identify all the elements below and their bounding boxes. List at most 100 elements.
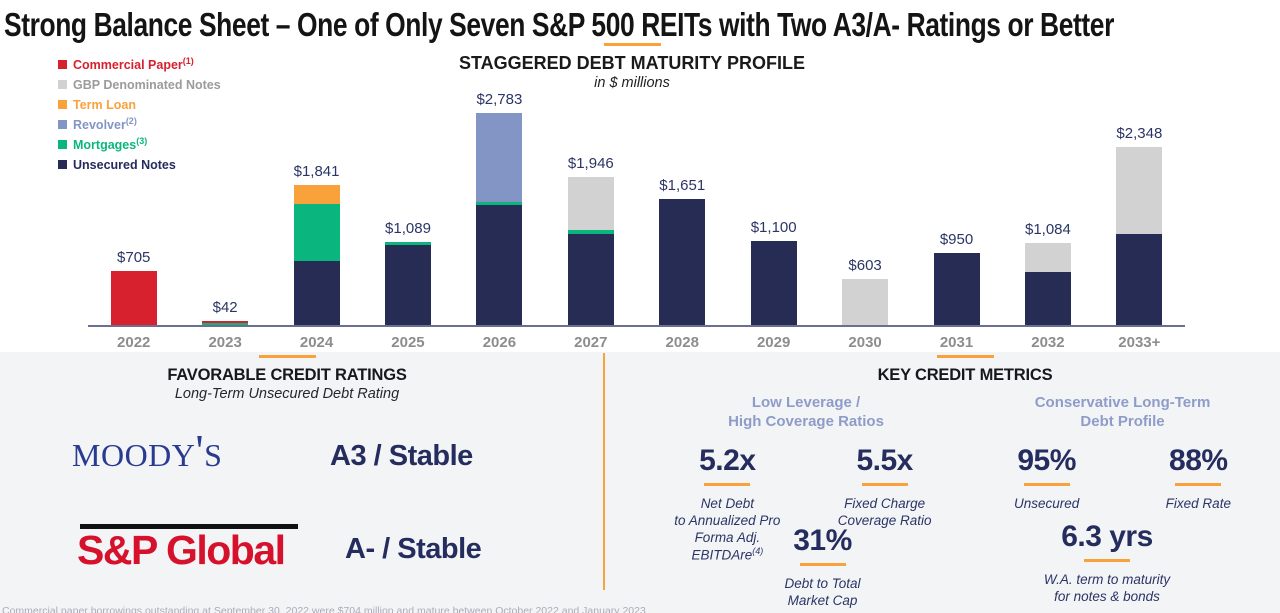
mortgages-swatch-icon (58, 140, 67, 149)
metrics-group-leverage: Low Leverage / High Coverage Ratios 5.2x N… (645, 394, 967, 564)
bar-segment-revolver (476, 113, 523, 202)
bar-column-2022: $705 (88, 113, 179, 325)
bar-value-label: $950 (939, 231, 974, 248)
metrics-accent (937, 355, 994, 358)
bar-segment-unsecured_notes (659, 199, 706, 325)
bar-stack (1024, 243, 1071, 325)
x-axis-label-2022: 2022 (117, 334, 151, 351)
metric-underline (1023, 482, 1070, 486)
bar-column-2032: $1,084 (1002, 113, 1093, 325)
bar-value-label: $705 (117, 249, 151, 266)
slide-title: Strong Balance Sheet – One of Only Seven… (4, 6, 1114, 43)
bar-column-2023: $42 (179, 113, 270, 325)
chart-legend: Commercial Paper(1) GBP Denominated Notes… (58, 56, 221, 178)
metric-underline (861, 482, 908, 486)
legend-label: Revolver(2) (73, 116, 137, 133)
bar-value-label: $42 (212, 299, 238, 316)
x-axis-labels: 2022 2023 2024 2025 2026 2027 2028 2029 2030 2031… (88, 334, 1185, 351)
bar-segment-term_loan (293, 185, 340, 204)
metric-caption: Fixed Charge Coverage Ratio (837, 495, 932, 528)
bar-segment-unsecured_notes (750, 241, 797, 325)
bar-segment-unsecured_notes (567, 234, 614, 325)
bar-value-label: $603 (848, 257, 882, 274)
bar-value-label: $1,946 (567, 155, 614, 172)
x-axis-label-2023: 2023 (208, 334, 242, 351)
metric-block: 5.2x Net Debt to Annualized Pro Forma Adj… (652, 444, 802, 565)
chart-subtitle: in $ millions (594, 75, 670, 91)
bar-value-label: $2,348 (1116, 125, 1163, 142)
metrics-title: KEY CREDIT METRICS (877, 366, 1053, 384)
section-divider (603, 353, 605, 590)
bar-segment-mortgages (567, 230, 614, 234)
bar-stack (659, 199, 706, 325)
x-axis-label-2030: 2030 (848, 334, 882, 351)
bar-segment-unsecured_notes (933, 253, 980, 325)
bar-column-2025: $1,089 (362, 113, 453, 325)
legend-item: Unsecured Notes (58, 157, 221, 172)
legend-item: Revolver(2) (58, 116, 221, 133)
x-axis-label-2031: 2031 (939, 334, 974, 351)
bar-stack (567, 177, 614, 325)
bar-chart: $705 $42 $1,841 $1,089 $2,783 $1,946 $1,651 $1,… (88, 91, 1185, 325)
x-axis-line (88, 325, 1185, 327)
metric-underline (1175, 482, 1222, 486)
bar-column-2031: $950 (911, 113, 1002, 325)
bar-stack (750, 241, 797, 325)
superscript-note: (2) (125, 116, 137, 127)
bar-segment-gbp_notes (842, 279, 889, 325)
footnote: Commercial paper borrowings outstanding … (2, 605, 646, 613)
legend-label: Unsecured Notes (73, 157, 176, 172)
metric-pair: 95% Unsecured 88% Fixed Rate (970, 444, 1275, 512)
bar-segment-unsecured_notes (384, 245, 431, 325)
bar-column-2027: $1,946 (545, 113, 636, 325)
bar-stack (476, 113, 523, 325)
bar-segment-mortgages (293, 204, 340, 261)
metric-caption: Fixed Rate (1165, 495, 1231, 511)
bar-segment-commercial_paper (202, 321, 249, 323)
metric-caption: W.A. term to maturity for notes & bonds (1043, 572, 1171, 605)
legend-item: Term Loan (58, 98, 221, 112)
bar-segment-commercial_paper (110, 271, 157, 325)
bar-column-2028: $1,651 (637, 113, 728, 325)
x-axis-label-2027: 2027 (574, 334, 608, 351)
metric-caption: Debt to Total Market Cap (784, 576, 861, 609)
bar-segment-unsecured_notes (293, 261, 340, 325)
metric-caption: Net Debt to Annualized Pro Forma Adj. EB… (674, 495, 781, 563)
bar-segment-mortgages (384, 242, 431, 245)
x-axis-label-2028: 2028 (665, 334, 699, 351)
metric-pair: 5.2x Net Debt to Annualized Pro Forma Adj… (645, 444, 967, 565)
bar-value-label: $1,089 (385, 220, 431, 237)
bar-segment-gbp_notes (567, 177, 614, 230)
legend-item: GBP Denominated Notes (58, 78, 221, 92)
metric-underline (1084, 559, 1130, 562)
metric-block: 88% Fixed Rate (1123, 444, 1273, 512)
bar-value-label: $1,084 (1024, 221, 1071, 238)
bar-value-label: $1,651 (659, 177, 706, 194)
ratings-subtitle: Long-Term Unsecured Debt Rating (174, 386, 400, 402)
sp-rating: A- / Stable (345, 533, 482, 565)
metric-block: 5.5x Fixed Charge Coverage Ratio (810, 444, 960, 565)
bar-stack (293, 185, 340, 325)
legend-label: Mortgages(3) (73, 136, 148, 153)
bar-column-2033+: $2,348 (1094, 113, 1185, 325)
revolver-swatch-icon (58, 120, 67, 129)
metric-value: 5.5x (856, 443, 913, 477)
bar-value-label: $2,783 (476, 91, 523, 108)
metric-underline (799, 563, 846, 566)
metric-underline (704, 482, 751, 486)
superscript-note: (1) (182, 56, 194, 67)
bar-segment-mortgages (476, 202, 523, 205)
metrics-group-debt-profile: Conservative Long-Term Debt Profile 95% Un… (970, 394, 1275, 512)
metric-caption: Unsecured (1014, 495, 1080, 511)
moodys-rating: A3 / Stable (330, 440, 473, 472)
commercial_paper-swatch-icon (58, 60, 67, 69)
x-axis-label-2029: 2029 (756, 334, 791, 351)
x-axis-label-2024: 2024 (299, 334, 334, 351)
moodys-logo: Moody's (72, 425, 223, 476)
bar-column-2024: $1,841 (271, 113, 362, 325)
metric-value: 95% (1017, 443, 1076, 477)
bar-stack (1116, 147, 1163, 325)
x-axis-label-2032: 2032 (1031, 334, 1065, 351)
metric-value: 88% (1169, 443, 1228, 477)
metrics-subheading: Conservative Long-Term Debt Profile (1034, 394, 1211, 430)
